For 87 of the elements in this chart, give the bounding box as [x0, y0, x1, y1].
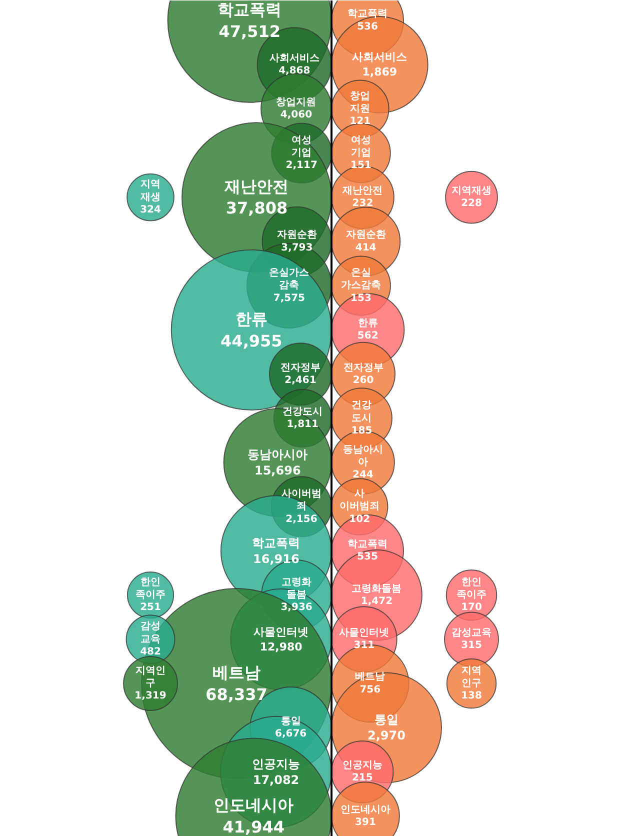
category-label: 사물인터넷 [339, 627, 390, 638]
category-label: 사회서비스 [352, 50, 408, 64]
data-label: 536 [357, 21, 378, 32]
category-label: 자원순환 [276, 230, 317, 241]
category-label: 여성 기업 [350, 134, 371, 159]
category-label: 동남아시 아 [342, 444, 383, 468]
data-label: 228 [461, 198, 482, 210]
data-label: 170 [461, 602, 482, 614]
data-label: 4,060 [280, 110, 312, 121]
category-label: 지역재생 [452, 185, 492, 196]
category-label: 온실 가스감축 [340, 268, 381, 292]
category-label: 전자정부 [343, 362, 384, 374]
category-label: 자원순환 [346, 230, 386, 241]
data-label: 15,696 [254, 464, 301, 478]
data-label: 562 [357, 330, 378, 342]
data-label: 315 [461, 640, 482, 652]
data-label: 2,156 [286, 514, 318, 525]
data-label: 2,117 [286, 160, 318, 172]
category-label: 창업 지원 [350, 90, 370, 114]
data-label: 138 [461, 690, 482, 702]
data-label: 324 [140, 204, 161, 216]
data-label: 251 [140, 602, 161, 614]
data-label: 215 [352, 772, 373, 784]
category-label: 창업지원 [276, 97, 316, 108]
data-label: 414 [355, 242, 376, 254]
data-label: 232 [352, 198, 374, 210]
category-label: 사회서비스 [269, 52, 320, 64]
data-label: 535 [357, 552, 378, 563]
data-label: 391 [355, 816, 376, 828]
category-label: 지역 인구 [462, 665, 482, 689]
data-label: 3,793 [281, 242, 313, 254]
data-label: 37,808 [226, 198, 288, 218]
data-label: 17,082 [252, 772, 300, 787]
category-label: 재난안전 [342, 185, 383, 196]
data-label: 12,980 [260, 640, 303, 654]
category-label: 통일 [374, 712, 398, 727]
category-label: 감성교육 [452, 627, 492, 638]
category-label: 학교폭력 [348, 8, 388, 20]
category-label: 재난안전 [224, 176, 289, 196]
data-label: 153 [350, 292, 372, 304]
category-label: 베트남 [212, 663, 260, 682]
category-label: 학교폭력 [252, 536, 300, 550]
category-label: 인도네시아 [340, 804, 390, 816]
data-label: 244 [352, 470, 374, 481]
category-label: 전자정부 [280, 362, 321, 374]
data-label: 1,472 [360, 596, 393, 607]
category-label: 여성 기업 [292, 134, 312, 159]
data-label: 482 [140, 646, 161, 658]
data-label: 102 [349, 514, 370, 525]
category-label: 통일 [280, 716, 301, 727]
category-label: 동남아시아 [248, 447, 308, 462]
category-label: 사 이버범죄 [340, 488, 380, 512]
category-label: 건강 도시 [352, 400, 372, 424]
category-label: 한류 [235, 309, 268, 328]
category-label: 고령화돌봄 [352, 583, 402, 594]
category-label: 인공지능 [342, 760, 382, 772]
data-label: 1,811 [286, 419, 318, 430]
category-label: 한인 족이주 [456, 576, 486, 601]
data-label: 2,461 [284, 374, 316, 386]
category-label: 한류 [358, 318, 378, 330]
category-label: 한인 족이주 [136, 576, 166, 601]
data-label: 68,337 [206, 684, 268, 704]
data-label: 4,868 [278, 66, 310, 77]
category-label: 인도네시아 [214, 796, 294, 815]
data-label: 756 [360, 684, 381, 696]
data-label: 6,676 [274, 728, 307, 740]
category-label: 건강도시 [282, 406, 323, 418]
data-label: 3,936 [280, 602, 312, 614]
category-label: 지역인 구 [136, 665, 166, 689]
data-label: 16,916 [253, 552, 300, 566]
category-label: 감성 교육 [140, 621, 160, 645]
data-label: 44,955 [220, 331, 282, 350]
category-label: 학교폭력 [218, 0, 282, 20]
data-label: 7,575 [273, 292, 306, 304]
data-label: 1,869 [362, 66, 398, 79]
data-label: 1,319 [134, 690, 166, 702]
category-label: 사물인터넷 [254, 625, 309, 638]
data-label: 47,512 [218, 22, 281, 41]
category-label: 지역 재생 [140, 179, 160, 203]
data-label: 41,944 [222, 818, 284, 836]
category-label: 학교폭력 [348, 539, 388, 550]
data-label: 260 [352, 374, 374, 386]
category-label: 인공지능 [252, 756, 300, 771]
category-label: 사이버범 죄 [281, 488, 322, 512]
data-label: 2,970 [368, 728, 406, 743]
category-label: 온실가스 감축 [269, 268, 310, 292]
category-label: 고령화 돌봄 [282, 576, 312, 601]
